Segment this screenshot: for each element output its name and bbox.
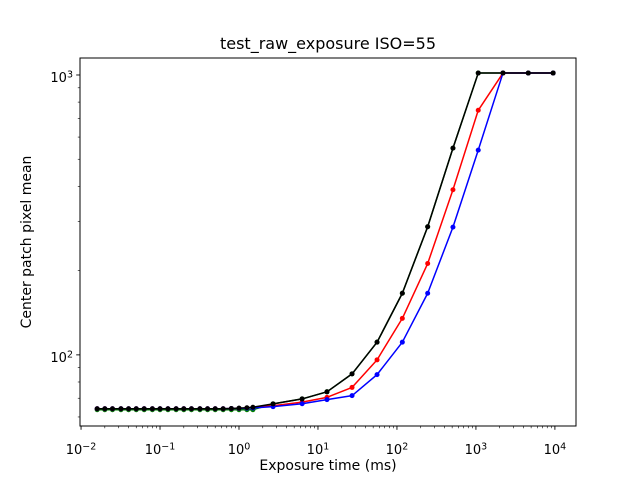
blue-series-marker bbox=[475, 147, 481, 153]
axes-frame bbox=[79, 57, 577, 427]
black-series-marker bbox=[425, 224, 431, 230]
black-series-marker bbox=[450, 145, 456, 151]
black-series-marker bbox=[324, 389, 330, 395]
y-tick-label: 103 bbox=[50, 69, 73, 86]
black-series-marker bbox=[399, 290, 405, 296]
x-tick-label: 104 bbox=[544, 442, 567, 459]
black-series-marker bbox=[173, 406, 179, 412]
black-series-marker bbox=[228, 406, 234, 412]
black-series-marker bbox=[374, 339, 380, 345]
black-series-marker bbox=[109, 406, 115, 412]
black-series-marker bbox=[197, 406, 203, 412]
x-tick-label: 10−1 bbox=[145, 442, 176, 459]
black-series bbox=[94, 70, 556, 412]
black-series-marker bbox=[236, 405, 242, 411]
black-series-marker bbox=[94, 406, 100, 412]
black-series-marker bbox=[270, 401, 276, 407]
y-tick-labels: 102 103 bbox=[50, 69, 73, 365]
x-tick-label: 101 bbox=[307, 442, 330, 459]
black-series-marker bbox=[205, 406, 211, 412]
black-series-marker bbox=[188, 406, 194, 412]
x-tick-label: 102 bbox=[386, 442, 409, 459]
black-series-marker bbox=[250, 404, 256, 410]
plot-area bbox=[80, 58, 576, 426]
chart-title: test_raw_exposure ISO=55 bbox=[220, 34, 436, 54]
red-series-marker bbox=[425, 261, 431, 267]
black-series-marker bbox=[550, 70, 556, 76]
black-series-marker bbox=[212, 406, 218, 412]
black-series-marker bbox=[525, 70, 531, 76]
data-series bbox=[94, 70, 556, 413]
black-series-marker bbox=[157, 406, 163, 412]
black-series-marker bbox=[165, 406, 171, 412]
black-series-marker bbox=[244, 405, 250, 411]
major-ticks bbox=[76, 74, 556, 430]
x-tick-label: 103 bbox=[465, 442, 488, 459]
black-series-marker bbox=[149, 406, 155, 412]
blue-series-marker bbox=[349, 393, 355, 399]
black-series-marker bbox=[220, 406, 226, 412]
blue-series-marker bbox=[399, 339, 405, 345]
red-series-marker bbox=[450, 187, 456, 193]
black-series-marker bbox=[475, 70, 481, 76]
black-series-marker bbox=[118, 406, 124, 412]
black-series-marker bbox=[299, 396, 305, 402]
red-series-marker bbox=[374, 357, 380, 363]
blue-series-marker bbox=[324, 397, 330, 403]
x-tick-label: 10−2 bbox=[66, 442, 97, 459]
black-series-marker bbox=[126, 406, 132, 412]
black-series-marker bbox=[349, 371, 355, 377]
blue-series-marker bbox=[450, 224, 456, 230]
black-series-marker bbox=[133, 406, 139, 412]
x-tick-labels: 10−2 10−1 100 101 102 103 104 bbox=[66, 442, 566, 459]
red-series-marker bbox=[399, 315, 405, 321]
black-series-marker bbox=[181, 406, 187, 412]
black-series-marker bbox=[500, 70, 506, 76]
y-axis-label: Center patch pixel mean bbox=[19, 156, 35, 329]
x-axis-label: Exposure time (ms) bbox=[259, 458, 396, 474]
blue-series-marker bbox=[374, 372, 380, 378]
red-series-marker bbox=[475, 107, 481, 113]
y-tick-label: 102 bbox=[50, 349, 73, 366]
red-series-marker bbox=[349, 384, 355, 390]
x-tick-label: 100 bbox=[228, 442, 251, 459]
blue-series-marker bbox=[299, 401, 305, 407]
black-series-marker bbox=[141, 406, 147, 412]
black-series-marker bbox=[102, 406, 108, 412]
blue-series-marker bbox=[425, 290, 431, 296]
